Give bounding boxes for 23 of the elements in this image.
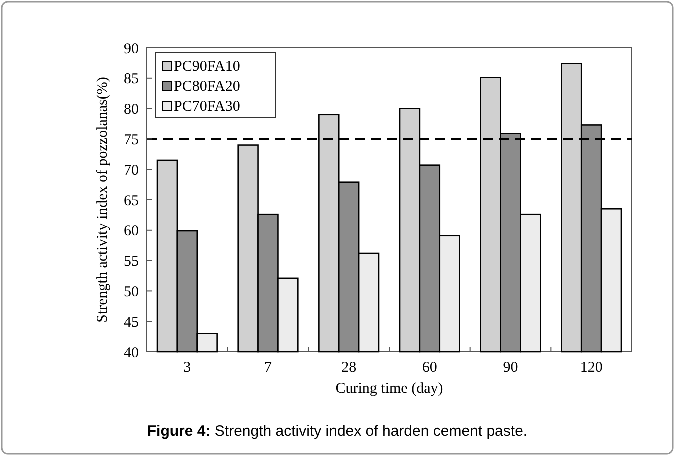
x-tick-label: 3 — [184, 360, 192, 376]
y-tick-label: 45 — [124, 314, 139, 331]
y-tick-label: 55 — [124, 254, 139, 270]
y-tick-label: 85 — [124, 72, 139, 88]
text: Figure 4: Strength activity index of harden cement paste. — [147, 423, 528, 440]
y-tick-label: 70 — [124, 162, 139, 179]
y-tick-label: 90 — [124, 41, 139, 58]
y-tick-label: 65 — [124, 193, 139, 210]
x-axis-title: Curing time (day) — [336, 381, 444, 397]
legend-label: PC70FA30 — [174, 99, 240, 115]
y-axis-title: Strength activity index of pozzolanas(%) — [95, 77, 111, 323]
y-tick-label: 40 — [124, 345, 139, 362]
y-tick-label: 80 — [124, 102, 139, 118]
legend-label: PC90FA10 — [174, 59, 240, 75]
x-tick-label: 28 — [342, 360, 357, 376]
x-tick-label: 90 — [503, 360, 518, 376]
y-tick-label: 60 — [124, 224, 139, 240]
x-tick-label: 60 — [422, 360, 438, 376]
x-tick-label: 120 — [580, 360, 603, 376]
legend-label: PC80FA20 — [174, 79, 240, 95]
y-tick-label: 50 — [124, 284, 139, 300]
x-tick-label: 7 — [264, 360, 272, 376]
y-tick-label: 75 — [124, 132, 139, 148]
